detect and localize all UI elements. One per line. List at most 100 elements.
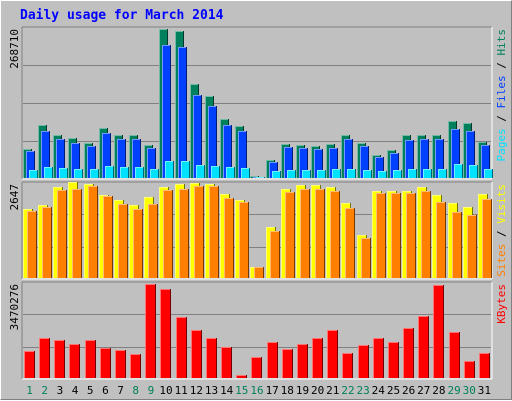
bar-sites-day-19 <box>300 189 310 278</box>
bar-pages-day-20 <box>317 170 326 178</box>
legend-part: / <box>495 109 508 129</box>
bar-kbytes-day-21 <box>327 330 338 378</box>
day-label-3: 3 <box>57 384 64 397</box>
bar-kbytes-day-20 <box>312 338 323 378</box>
bar-sites-day-5 <box>88 186 98 278</box>
bar-pages-day-16 <box>256 177 265 178</box>
bar-sites-day-26 <box>406 193 416 278</box>
bar-pages-day-7 <box>120 167 129 178</box>
day-label-10: 10 <box>159 384 172 397</box>
day-label-29: 29 <box>447 384 460 397</box>
day-label-25: 25 <box>387 384 400 397</box>
bar-sites-day-3 <box>57 190 67 278</box>
day-label-18: 18 <box>281 384 294 397</box>
day-label-20: 20 <box>311 384 324 397</box>
bar-kbytes-day-18 <box>282 349 293 378</box>
bar-kbytes-day-24 <box>373 338 384 378</box>
day-label-17: 17 <box>266 384 279 397</box>
bar-sites-day-13 <box>209 186 219 278</box>
bar-pages-day-17 <box>272 171 281 178</box>
bar-pages-day-24 <box>378 171 387 178</box>
bar-sites-day-6 <box>103 196 113 278</box>
bar-files-day-4 <box>71 143 80 178</box>
day-label-28: 28 <box>432 384 445 397</box>
bar-pages-day-25 <box>393 170 402 178</box>
y-max-label: 268710 <box>8 29 21 69</box>
bar-pages-day-13 <box>211 166 220 178</box>
bar-pages-day-31 <box>484 169 493 178</box>
series-legend: KBytes <box>495 284 508 324</box>
bar-pages-day-8 <box>135 167 144 178</box>
day-label-11: 11 <box>175 384 188 397</box>
bar-files-day-3 <box>56 139 65 178</box>
day-label-15: 15 <box>235 384 248 397</box>
bar-files-day-24 <box>375 157 384 178</box>
bar-kbytes-day-30 <box>464 361 475 378</box>
bar-files-day-13 <box>208 106 217 178</box>
bar-kbytes-day-25 <box>388 342 399 378</box>
bar-pages-day-9 <box>150 169 159 178</box>
day-label-14: 14 <box>220 384 234 397</box>
day-label-30: 30 <box>463 384 476 397</box>
day-label-26: 26 <box>402 384 415 397</box>
bar-sites-day-20 <box>315 189 325 278</box>
bar-pages-day-15 <box>241 168 250 178</box>
bar-pages-day-22 <box>347 169 356 178</box>
bar-sites-day-25 <box>391 193 401 278</box>
bar-files-day-27 <box>420 139 429 178</box>
bar-files-day-5 <box>87 146 96 178</box>
day-label-7: 7 <box>117 384 124 397</box>
bar-kbytes-day-4 <box>69 344 80 378</box>
bar-kbytes-day-8 <box>130 354 141 378</box>
bar-files-day-29 <box>451 129 460 178</box>
bar-pages-day-23 <box>363 170 372 178</box>
bar-pages-day-5 <box>90 169 99 178</box>
day-label-2: 2 <box>41 384 48 397</box>
bar-kbytes-day-2 <box>39 338 50 378</box>
bar-files-day-17 <box>269 162 278 178</box>
bar-files-day-20 <box>314 149 323 178</box>
bar-files-day-8 <box>132 139 141 178</box>
bar-files-day-15 <box>238 131 247 178</box>
day-label-8: 8 <box>132 384 139 397</box>
bar-files-day-7 <box>117 139 126 178</box>
bar-kbytes-day-14 <box>221 347 232 378</box>
day-label-16: 16 <box>250 384 263 397</box>
bar-kbytes-day-28 <box>433 285 444 378</box>
legend-part: Visits <box>495 184 508 224</box>
bar-pages-day-4 <box>74 169 83 178</box>
bar-pages-day-28 <box>438 169 447 178</box>
bar-kbytes-day-9 <box>145 284 156 378</box>
bar-files-day-6 <box>102 133 111 178</box>
day-label-22: 22 <box>341 384 354 397</box>
legend-part: / <box>495 224 508 244</box>
bar-pages-day-29 <box>454 164 463 178</box>
bar-sites-day-30 <box>467 215 477 278</box>
bar-files-day-1 <box>26 151 35 178</box>
y-max-label: 3470276 <box>8 284 21 330</box>
bar-kbytes-day-22 <box>342 353 353 378</box>
bar-files-day-12 <box>193 95 202 178</box>
bar-sites-day-16 <box>254 267 264 278</box>
bar-sites-day-10 <box>163 190 173 278</box>
bar-sites-day-8 <box>133 209 143 278</box>
bar-kbytes-day-3 <box>54 340 65 378</box>
bar-pages-day-14 <box>226 167 235 178</box>
bar-kbytes-day-15 <box>236 375 247 378</box>
bar-pages-day-1 <box>29 170 38 178</box>
bar-kbytes-day-1 <box>24 351 35 378</box>
bar-sites-day-7 <box>118 204 128 278</box>
bar-files-day-21 <box>329 148 338 178</box>
bar-pages-day-21 <box>332 169 341 178</box>
bar-files-day-10 <box>162 45 171 178</box>
bar-sites-day-23 <box>361 238 371 278</box>
bar-kbytes-day-29 <box>449 332 460 378</box>
day-label-24: 24 <box>372 384 386 397</box>
bar-files-day-9 <box>147 148 156 178</box>
legend-part: / <box>495 56 508 76</box>
bar-files-day-25 <box>390 153 399 178</box>
bar-sites-day-18 <box>285 192 295 278</box>
series-legend: Sites / Visits <box>495 184 508 277</box>
